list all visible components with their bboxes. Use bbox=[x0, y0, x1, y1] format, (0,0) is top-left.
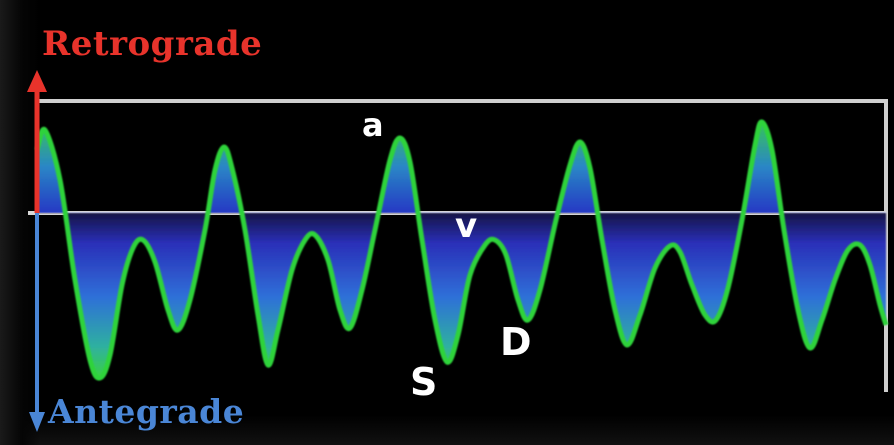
retrograde-arrow-up-icon bbox=[27, 70, 47, 92]
v-wave-label: v bbox=[455, 206, 478, 246]
antegrade-label: Antegrade bbox=[48, 392, 245, 431]
doppler-waveform-line bbox=[34, 119, 889, 381]
antegrade-arrow-down-icon bbox=[29, 412, 45, 432]
s-wave-label: S bbox=[410, 360, 438, 404]
retrograde-label: Retrograde bbox=[42, 24, 263, 64]
a-wave-label: a bbox=[362, 106, 384, 144]
d-wave-label: D bbox=[500, 320, 532, 364]
